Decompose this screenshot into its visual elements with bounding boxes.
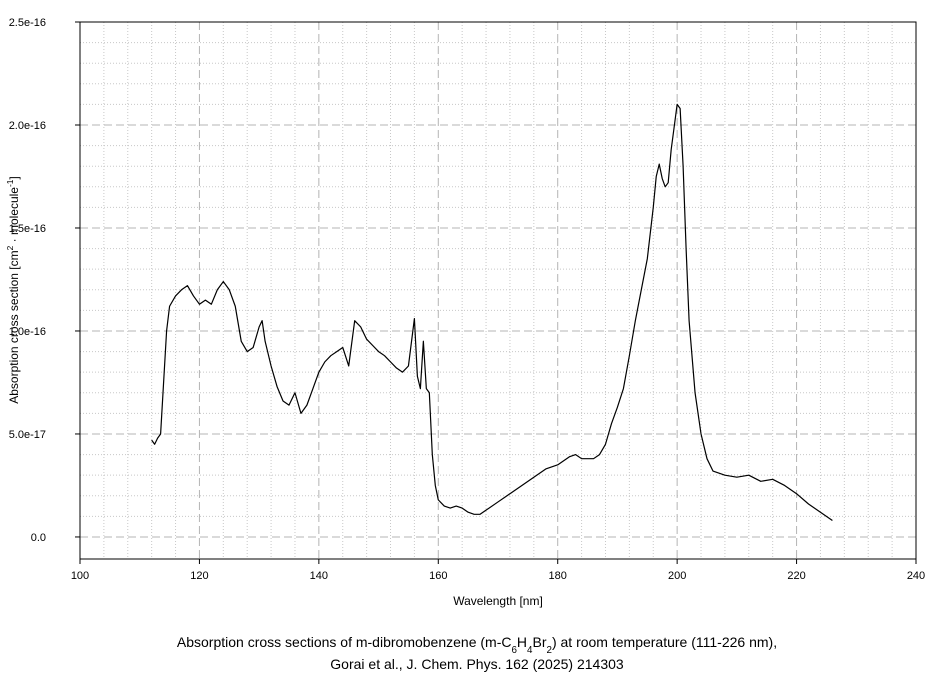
y-axis-label: Absorption cross section [cm2 · molecule…: [5, 176, 21, 404]
y-tick-label: 2.5e-16: [9, 17, 46, 29]
x-tick-label: 160: [429, 570, 447, 582]
y-tick-label: 1.5e-16: [9, 223, 46, 235]
x-tick-label: 140: [310, 570, 328, 582]
x-tick-label: 100: [71, 570, 89, 582]
text-part: 2: [5, 245, 15, 250]
text-part: 2: [547, 645, 552, 656]
text-part: ]: [7, 176, 21, 179]
text-part: 4: [527, 645, 533, 656]
x-tick-label: 120: [190, 570, 208, 582]
y-tick-label: 0.0: [31, 532, 46, 544]
grid: [79, 21, 917, 559]
x-tick-label: 180: [549, 570, 567, 582]
text-part: 6: [511, 645, 517, 656]
data-line: [151, 103, 833, 521]
text-part: · molecule: [7, 187, 21, 246]
y-tick-label: 2.0e-16: [9, 120, 46, 132]
x-tick-label: 220: [787, 570, 805, 582]
x-tick-label: 200: [668, 570, 686, 582]
text-part: H: [517, 634, 527, 650]
text-part: ) at room temperature (111-226 nm),: [552, 634, 777, 650]
plot-frame: [79, 21, 917, 560]
chart-subtitle: Gorai et al., J. Chem. Phys. 162 (2025) …: [330, 656, 624, 672]
chart-title: Absorption cross sections of m-dibromobe…: [177, 634, 777, 656]
text-part: -1: [5, 179, 15, 187]
y-tick-label: 5.0e-17: [9, 429, 46, 441]
text-part: Br: [533, 634, 547, 650]
x-tick-label: 240: [907, 570, 925, 582]
text-part: Absorption cross sections of m-dibromobe…: [177, 634, 512, 650]
text-part: Absorption cross section [cm: [7, 250, 21, 403]
y-tick-label: 1.0e-16: [9, 326, 46, 338]
x-axis-label: Wavelength [nm]: [453, 594, 543, 608]
